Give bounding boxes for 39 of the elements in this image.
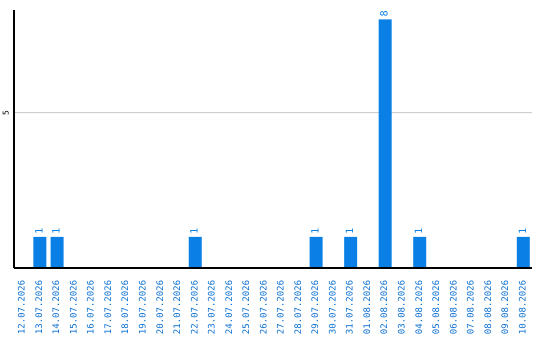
x-tick-label: 10.08.2026 xyxy=(518,280,528,334)
x-tick-label: 28.07.2026 xyxy=(294,280,304,334)
x-tick-label: 05.08.2026 xyxy=(432,280,442,334)
x-tick-label: 07.08.2026 xyxy=(466,280,477,334)
x-tick-label: 30.07.2026 xyxy=(328,280,338,334)
x-tick-label: 15.07.2026 xyxy=(69,280,80,334)
x-tick-label: 18.07.2026 xyxy=(121,280,132,334)
x-tick-label: 04.08.2026 xyxy=(414,280,425,334)
x-tick-label: 20.07.2026 xyxy=(156,280,166,334)
x-tick-label: 31.07.2026 xyxy=(346,280,356,334)
x-tick-label: 03.08.2026 xyxy=(398,280,408,334)
x-tick-label: 13.07.2026 xyxy=(34,280,45,334)
x-tick-label: 29.07.2026 xyxy=(311,280,322,334)
x-tick-label: 09.08.2026 xyxy=(501,280,512,334)
x-tick-label: 08.08.2026 xyxy=(484,280,494,334)
x-tick-label: 22.07.2026 xyxy=(190,280,200,334)
data-label: 1 xyxy=(52,228,63,234)
y-tick-label: 5 xyxy=(2,110,10,115)
x-tick-label: 16.07.2026 xyxy=(86,280,97,334)
x-tick-label: 24.07.2026 xyxy=(224,280,235,334)
x-tick-label: 27.07.2026 xyxy=(276,280,287,334)
x-tick-label: 21.07.2026 xyxy=(173,280,184,334)
data-label: 1 xyxy=(190,228,201,234)
data-label: 1 xyxy=(310,228,322,234)
x-tick-label: 02.08.2026 xyxy=(380,280,390,334)
data-label: 1 xyxy=(345,228,356,234)
x-tick-label: 14.07.2026 xyxy=(52,280,62,334)
data-label: 1 xyxy=(34,228,46,234)
x-tick-label: 23.07.2026 xyxy=(208,280,218,334)
x-tick-label: 12.07.2026 xyxy=(18,280,28,334)
data-label: 1 xyxy=(518,228,529,234)
x-tick-label: 25.07.2026 xyxy=(242,280,252,334)
x-tick-label: 01.08.2026 xyxy=(362,280,373,334)
x-tick-label: 17.07.2026 xyxy=(104,280,114,334)
x-tick-label: 06.08.2026 xyxy=(449,280,460,334)
data-label: 1 xyxy=(414,228,426,234)
x-tick-label: 26.07.2026 xyxy=(259,280,270,334)
x-tick-label: 19.07.2026 xyxy=(138,280,148,334)
data-label: 8 xyxy=(380,10,391,16)
